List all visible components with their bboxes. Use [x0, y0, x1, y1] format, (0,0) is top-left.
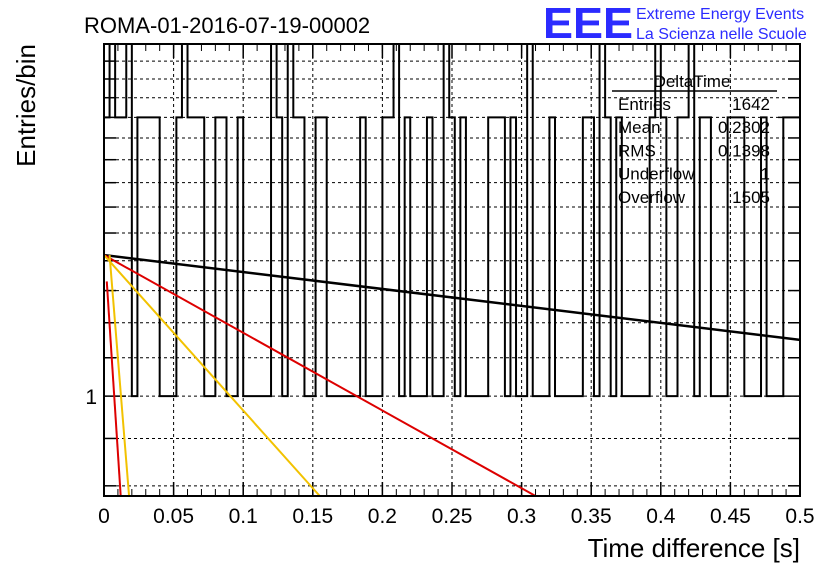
- x-tick-labels: 0 0.05 0.1 0.15 0.2 0.25 0.3 0.35 0.4 0.45 0.5: [98, 505, 814, 528]
- stats-row-label: Overflow: [618, 188, 686, 207]
- x-tick-label: 0.05: [153, 505, 194, 528]
- y-axis-label: Entries/bin: [11, 44, 41, 167]
- x-tick-label: 0.4: [646, 505, 676, 528]
- plot-frame: [103, 43, 801, 497]
- x-tick-label: 0.5: [785, 505, 814, 528]
- stats-row-value: 1: [761, 165, 770, 184]
- stats-row-value: 1505: [732, 188, 770, 207]
- stats-row-label: Mean: [618, 118, 661, 137]
- histogram-outline: [103, 43, 800, 496]
- histogram-bars: [103, 43, 800, 496]
- stats-box: DeltaTime Entries 1642 Mean 0.2302 RMS 0.1398…: [612, 72, 777, 207]
- stats-title: DeltaTime: [654, 72, 731, 91]
- stats-row-label: Underflow: [618, 165, 695, 184]
- eee-logo: EEE Extreme Energy Events La Scienza nel…: [543, 0, 807, 48]
- stats-rows: Entries 1642 Mean 0.2302 RMS 0.1398 Underflow 1…: [618, 95, 770, 207]
- x-tick-label: 0.45: [710, 505, 751, 528]
- x-tick-label: 0.15: [292, 505, 333, 528]
- fit-line: [108, 254, 131, 497]
- fit-line: [103, 254, 537, 497]
- x-tick-label: 0.1: [229, 505, 258, 528]
- x-tick-label: 0.2: [368, 505, 397, 528]
- x-tick-label: 0.35: [571, 505, 612, 528]
- eee-logo-line1: Extreme Energy Events: [636, 6, 804, 23]
- eee-logo-text: EEE: [543, 0, 633, 48]
- eee-logo-line2: La Scienza nelle Scuole: [636, 26, 807, 43]
- chart-title: ROMA-01-2016-07-19-00002: [84, 13, 370, 38]
- stats-row-label: RMS: [618, 141, 656, 160]
- y-tick-label: 1: [85, 386, 97, 409]
- x-tick-label: 0: [98, 505, 110, 528]
- x-tick-label: 0.3: [507, 505, 536, 528]
- y-tick-labels: 1: [85, 386, 97, 409]
- fit-lines: [103, 253, 801, 497]
- x-tick-label: 0.25: [432, 505, 473, 528]
- stats-row-value: 1642: [732, 95, 770, 114]
- stats-row-value: 0.1398: [718, 141, 770, 160]
- grid-lines: [104, 44, 800, 496]
- fit-line: [103, 253, 801, 342]
- stats-row-value: 0.2302: [718, 118, 770, 137]
- stats-row-label: Entries: [618, 95, 671, 114]
- fit-line: [105, 281, 122, 497]
- x-axis-label: Time difference [s]: [588, 533, 800, 563]
- fit-line: [103, 254, 321, 497]
